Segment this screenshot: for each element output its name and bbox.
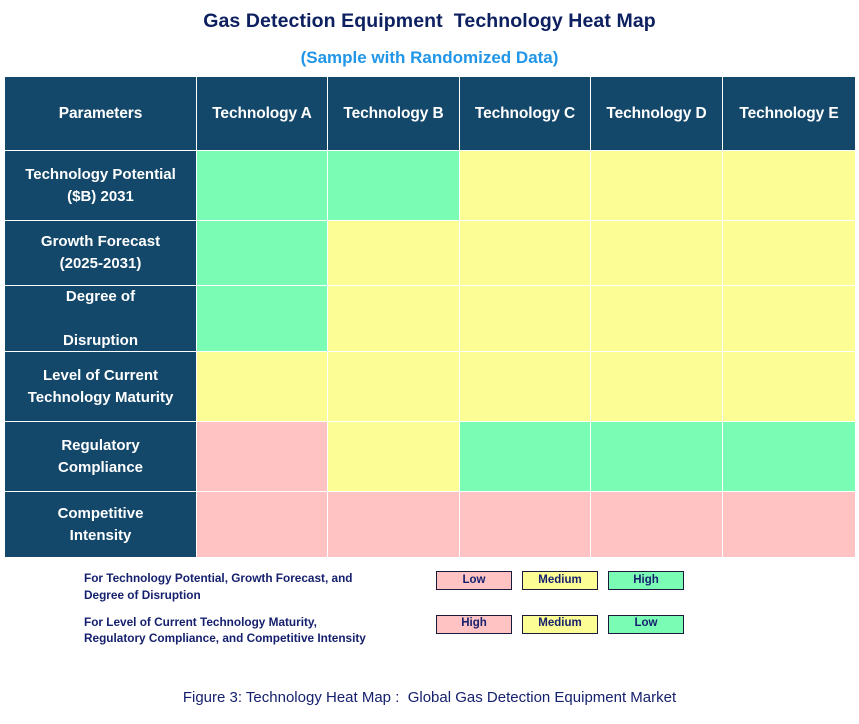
row-label-3: Level of Current Technology Maturity xyxy=(4,351,197,423)
heatmap-cell-r0-c2 xyxy=(459,150,591,221)
heatmap-cell-r4-c0 xyxy=(196,421,328,493)
legend-description-1: For Level of Current Technology Maturity… xyxy=(84,614,366,646)
column-header-technology-a: Technology A xyxy=(196,76,328,151)
heatmap-cell-r5-c2 xyxy=(459,491,591,559)
row-label-4: Regulatory Compliance xyxy=(4,421,197,493)
row-label-0: Technology Potential ($B) 2031 xyxy=(4,150,197,221)
heatmap-cell-r5-c4 xyxy=(722,491,856,559)
legend-swatch-0-2: High xyxy=(608,571,684,590)
figure-caption: Figure 3: Technology Heat Map : Global G… xyxy=(182,689,677,706)
heatmap-cell-r3-c0 xyxy=(196,351,328,423)
heatmap-cell-r0-c4 xyxy=(722,150,856,221)
table-row: Competitive Intensity xyxy=(4,491,856,559)
technology-heatmap-table: Parameters Technology A Technology B Tec… xyxy=(4,76,856,559)
heatmap-cell-r4-c3 xyxy=(590,421,723,493)
heatmap-cell-r1-c4 xyxy=(722,220,856,286)
heatmap-cell-r5-c3 xyxy=(590,491,723,559)
heatmap-cell-r2-c4 xyxy=(722,284,856,353)
heatmap-cell-r1-c3 xyxy=(590,220,723,286)
row-label-1: Growth Forecast (2025-2031) xyxy=(4,220,197,286)
heatmap-cell-r3-c3 xyxy=(590,351,723,423)
legend-swatch-1-2: Low xyxy=(608,614,684,634)
heatmap-cell-r2-c2 xyxy=(459,284,591,353)
legend-swatch-0-0: Low xyxy=(436,571,512,590)
heatmap-cell-r1-c1 xyxy=(327,220,460,286)
legend-swatch-1-1: Medium xyxy=(522,614,598,634)
heatmap-cell-r0-c3 xyxy=(590,150,723,221)
heatmap-cell-r2-c1 xyxy=(327,284,460,353)
heatmap-cell-r4-c1 xyxy=(327,421,460,493)
heatmap-cell-r0-c1 xyxy=(327,150,460,221)
column-header-technology-b: Technology B xyxy=(327,76,460,151)
heatmap-cell-r5-c1 xyxy=(327,491,460,559)
heatmap-cell-r4-c2 xyxy=(459,421,591,493)
legend-swatch-1-0: High xyxy=(436,614,512,634)
chart-subtitle: (Sample with Randomized Data) xyxy=(300,48,559,67)
legend-row-0: For Technology Potential, Growth Forecas… xyxy=(84,569,784,604)
column-header-technology-d: Technology D xyxy=(590,76,723,151)
row-label-5: Competitive Intensity xyxy=(4,491,197,559)
heatmap-cell-r2-c3 xyxy=(590,284,723,353)
heatmap-cell-r2-c0 xyxy=(196,284,328,353)
legend-swatches-1: High Medium Low xyxy=(436,613,684,634)
column-header-parameters: Parameters xyxy=(4,76,197,151)
table-row: Level of Current Technology Maturity xyxy=(4,351,856,423)
legend-row-1: For Level of Current Technology Maturity… xyxy=(84,613,784,648)
legend-description-0: For Technology Potential, Growth Forecas… xyxy=(84,571,353,602)
heatmap-cell-r1-c2 xyxy=(459,220,591,286)
heatmap-cell-r3-c1 xyxy=(327,351,460,423)
table-header-row: Parameters Technology A Technology B Tec… xyxy=(4,76,856,151)
column-header-technology-e: Technology E xyxy=(722,76,856,151)
column-header-technology-c: Technology C xyxy=(459,76,591,151)
heatmap-cell-r3-c2 xyxy=(459,351,591,423)
table-row: Regulatory Compliance xyxy=(4,421,856,493)
heatmap-cell-r4-c4 xyxy=(722,421,856,493)
table-row: Growth Forecast (2025-2031) xyxy=(4,220,856,286)
chart-title: Gas Detection Equipment Technology Heat … xyxy=(203,10,656,32)
heatmap-cell-r3-c4 xyxy=(722,351,856,423)
heatmap-body: Technology Potential ($B) 2031 Growth For… xyxy=(4,150,856,559)
legend-swatch-0-1: Medium xyxy=(522,571,598,590)
heatmap-cell-r1-c0 xyxy=(196,220,328,286)
legend: For Technology Potential, Growth Forecas… xyxy=(84,569,784,656)
table-row: Technology Potential ($B) 2031 xyxy=(4,150,856,221)
heatmap-cell-r0-c0 xyxy=(196,150,328,221)
row-label-2: Degree of Disruption xyxy=(4,284,197,353)
table-row: Degree of Disruption xyxy=(4,284,856,353)
legend-swatches-0: Low Medium High xyxy=(436,569,684,590)
heatmap-cell-r5-c0 xyxy=(196,491,328,559)
